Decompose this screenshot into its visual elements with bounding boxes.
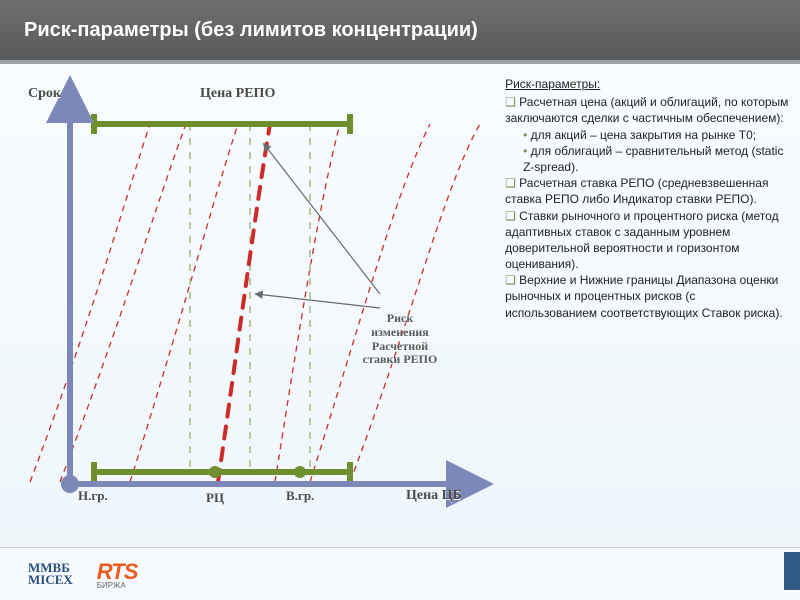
risk-diagram: [0, 64, 510, 544]
rts-text: RTS: [97, 559, 138, 584]
bullet-item: Расчетная ставка РЕПО (средневзвешенная …: [505, 175, 790, 207]
chart-area: Срок Цена РЕПО Цена ЦБ Н.гр. РЦ В.гр. Ри…: [0, 64, 501, 544]
footer: ММВБ MICEX RTS БИРЖА 3: [0, 547, 800, 600]
repo-price-label: Цена РЕПО: [200, 86, 275, 102]
bullet-subitem: для акций – цена закрытия на рынке T0;: [523, 127, 790, 143]
x-tick-rc: РЦ: [206, 490, 224, 506]
risk-change-label: РискизмененияРасчетнойставки РЕПО: [340, 312, 460, 367]
slide-title: Риск-параметры (без лимитов концентрации…: [24, 19, 478, 42]
slide: Риск-параметры (без лимитов концентрации…: [0, 0, 800, 600]
page-number: 3: [784, 552, 800, 590]
main-content: Срок Цена РЕПО Цена ЦБ Н.гр. РЦ В.гр. Ри…: [0, 64, 800, 544]
micex-line2: MICEX: [28, 574, 73, 586]
bullet-item: Расчетная цена (акций и облигаций, по ко…: [505, 94, 790, 175]
x-tick-ngp: Н.гр.: [78, 488, 108, 504]
panel-heading: Риск-параметры:: [505, 76, 790, 92]
logo-rts: RTS БИРЖА: [97, 559, 138, 590]
bullet-item: Ставки рыночного и процентного риска (ме…: [505, 208, 790, 273]
x-tick-vgp: В.гр.: [286, 488, 314, 504]
bullet-subitem: для облигаций – сравнительный метод (sta…: [523, 143, 790, 175]
x-axis-label: Цена ЦБ: [406, 488, 462, 504]
title-bar: Риск-параметры (без лимитов концентрации…: [0, 0, 800, 64]
logo-micex: ММВБ MICEX: [28, 562, 73, 587]
bullet-list: Расчетная цена (акций и облигаций, по ко…: [505, 94, 790, 321]
y-axis-label: Срок: [28, 86, 61, 102]
bullet-item: Верхние и Нижние границы Диапазона оценк…: [505, 272, 790, 321]
text-panel: Риск-параметры: Расчетная цена (акций и …: [501, 64, 800, 544]
